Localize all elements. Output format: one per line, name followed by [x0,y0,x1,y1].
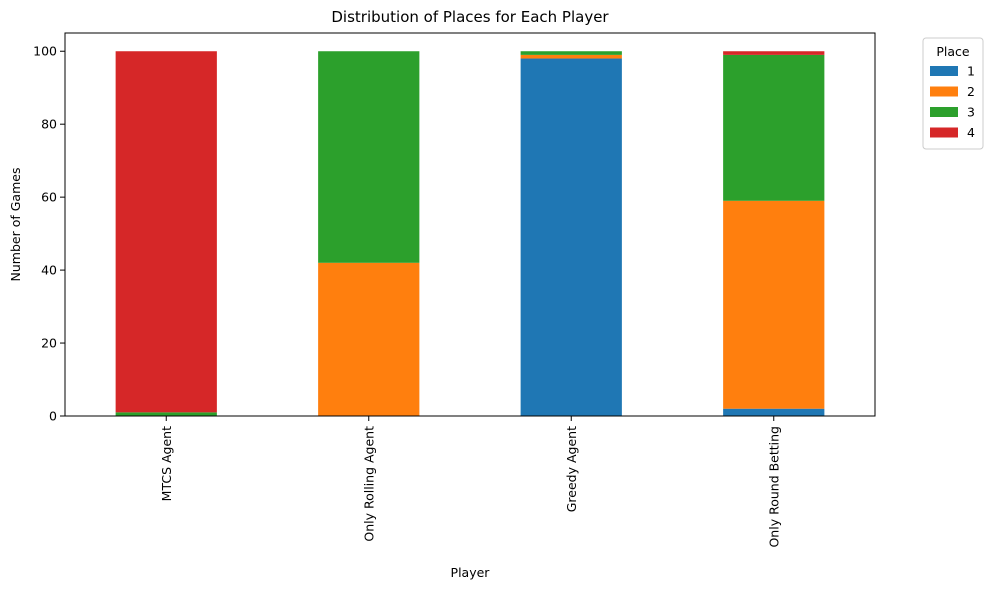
legend-label-2: 2 [967,84,975,99]
bar-3-place-1 [520,58,622,417]
x-tick-label: Only Rolling Agent [361,426,376,542]
x-axis-label: Player [451,565,491,580]
legend-label-4: 4 [967,125,975,140]
legend-swatch-4 [930,127,958,138]
legend: Place 1 2 3 4 [922,37,984,150]
chart-title: Distribution of Places for Each Player [331,8,609,26]
x-tick-label: Greedy Agent [564,426,579,512]
y-tick-label: 40 [41,263,57,278]
bar-4-place-2 [723,200,825,409]
y-axis-ticks: 0 20 40 60 80 100 [33,44,65,424]
y-tick-label: 100 [33,44,57,59]
y-tick-label: 60 [41,190,57,205]
bar-4-place-1 [723,408,825,416]
legend-swatch-2 [930,86,958,97]
bar-1-place-3 [115,412,217,416]
bar-1-place-4 [115,51,217,413]
legend-label-3: 3 [967,105,975,120]
y-axis-label: Number of Games [8,168,23,282]
bar-4-place-4 [723,51,825,55]
x-tick-label: Only Round Betting [766,426,781,548]
legend-title: Place [936,44,970,59]
bar-4-place-3 [723,54,825,201]
y-tick-label: 80 [41,117,57,132]
x-axis-ticks: MTCS Agent Only Rolling Agent Greedy Agent… [159,416,781,548]
legend-label-1: 1 [967,64,975,79]
bar-2-place-3 [318,51,420,263]
x-tick-label: MTCS Agent [159,426,174,501]
bar-2-place-2 [318,262,420,416]
legend-items: 1 2 3 4 [930,64,975,140]
legend-swatch-1 [930,66,958,76]
bar-3-place-3 [520,51,622,55]
plot-frame [64,32,876,417]
y-tick-label: 0 [49,409,57,424]
bars-group [115,51,825,417]
bar-3-place-2 [520,54,622,59]
y-tick-label: 20 [41,336,57,351]
legend-swatch-3 [930,107,958,117]
